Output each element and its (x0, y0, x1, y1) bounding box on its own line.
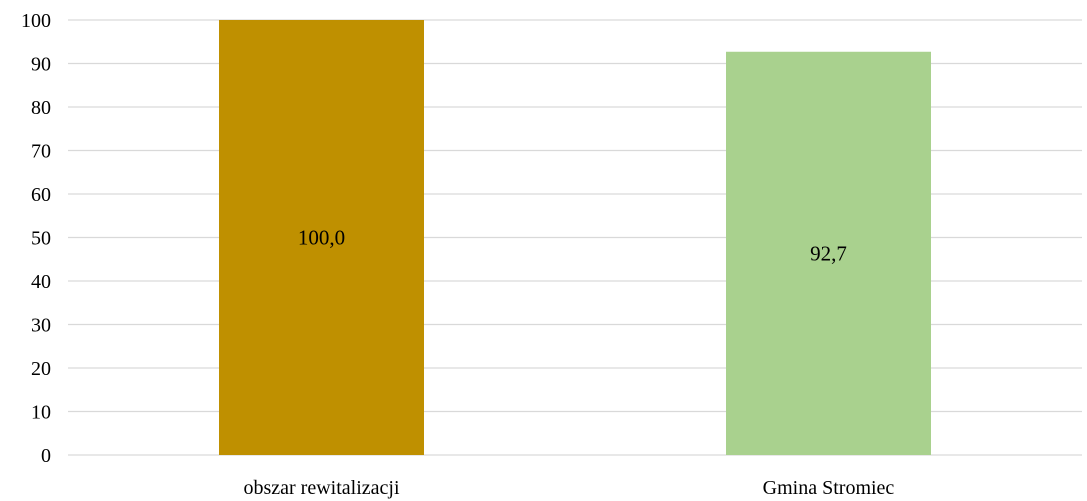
x-category-label: Gmina Stromiec (763, 477, 895, 499)
bar-data-label: 92,7 (810, 241, 847, 265)
y-axis-tick-labels: 0 10 20 30 40 50 60 70 80 90 100 (21, 10, 51, 467)
bar-0 (219, 20, 424, 455)
y-tick-label: 90 (31, 54, 51, 76)
x-axis-category-labels: obszar rewitalizacji Gmina Stromiec (243, 477, 894, 499)
y-tick-label: 40 (31, 271, 51, 293)
data-labels: 100,0 92,7 (298, 226, 847, 266)
y-tick-label: 50 (31, 228, 51, 250)
x-category-label: obszar rewitalizacji (243, 477, 399, 499)
y-tick-label: 10 (31, 402, 51, 424)
y-tick-label: 0 (41, 445, 51, 467)
y-tick-label: 30 (31, 315, 51, 337)
y-tick-label: 70 (31, 141, 51, 163)
y-tick-label: 60 (31, 184, 51, 206)
bars (219, 20, 931, 455)
bar-1 (726, 51, 931, 455)
y-tick-label: 100 (21, 10, 51, 32)
y-tick-label: 20 (31, 358, 51, 380)
bar-data-label: 100,0 (298, 226, 345, 250)
y-tick-label: 80 (31, 97, 51, 119)
